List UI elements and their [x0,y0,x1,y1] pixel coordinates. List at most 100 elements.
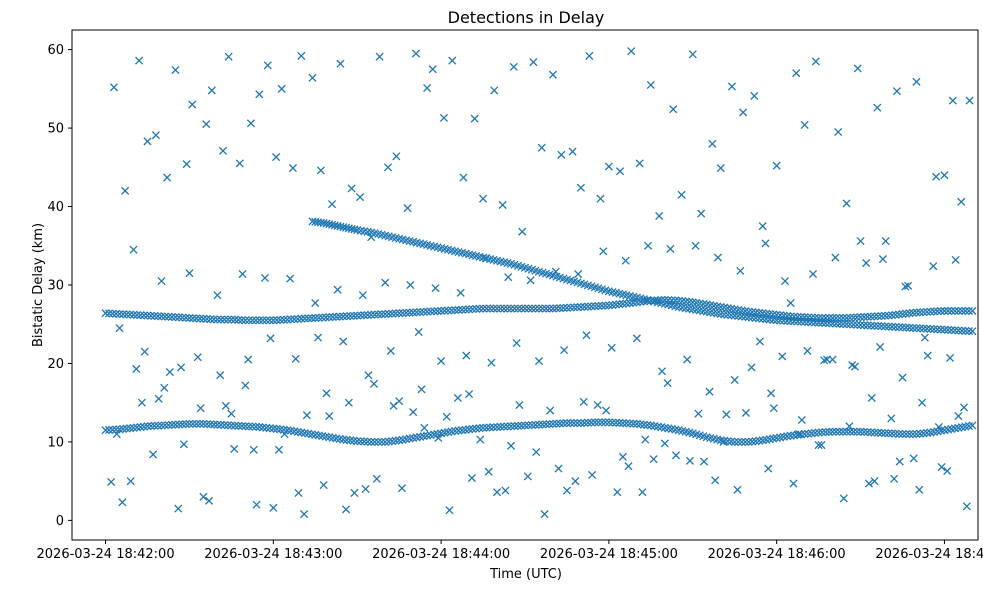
detection-point [828,427,837,436]
detection-point [423,84,432,93]
detection-point [894,429,904,438]
detection-point [319,481,328,490]
detection-point [230,315,239,324]
detection-point [839,313,848,323]
detection-point [737,437,746,446]
detection-point [510,304,519,313]
detection-point [260,273,270,282]
detection-point [933,307,942,316]
detection-point [908,323,918,333]
detection-point [353,437,362,446]
detection-point [358,291,367,300]
detection-point [548,70,558,79]
plot-frame [71,29,979,541]
detection-point [887,429,897,438]
detection-point [442,412,451,421]
detection-point [341,505,351,514]
detection-point [719,437,728,446]
detection-point [104,425,114,435]
detection-point [327,200,337,209]
detection-point [506,441,516,450]
detection-point [965,96,974,105]
detection-point [192,314,201,323]
detection-point [832,427,841,436]
detection-point [601,301,610,310]
detection-point [209,315,218,324]
detection-point [545,304,554,313]
detection-point [922,324,932,333]
detection-point [199,314,208,323]
detection-point [178,313,187,322]
detection-point [641,435,650,444]
detection-point [923,351,932,360]
detection-point [244,422,253,431]
detection-point [587,418,596,427]
detection-point [512,339,521,348]
detection-point [206,420,215,429]
detection-point [548,304,558,313]
detection-point [346,311,355,321]
detection-point [392,152,401,161]
detection-point [349,311,358,320]
detection-point [856,427,865,436]
detection-point [964,306,973,315]
detection-point [915,324,925,333]
detection-point [252,500,261,509]
detection-point [859,312,869,322]
detection-point [853,427,862,436]
detection-point [761,239,770,248]
detection-point [188,100,197,109]
detection-point [430,307,439,316]
detection-point [576,419,585,428]
detection-point [957,326,966,335]
detection-point [504,273,513,282]
detection-point [825,427,834,436]
detection-point [445,506,454,515]
detection-point [741,437,750,446]
detection-point [434,433,443,443]
detection-point [529,58,538,67]
detection-point [891,322,900,332]
detection-point [552,419,561,428]
detection-point [694,409,703,418]
detection-point [272,316,281,325]
detection-point [444,306,453,315]
detection-point [877,428,886,437]
detection-point [863,428,872,437]
detection-point [311,298,320,308]
detection-point [866,312,876,321]
detection-point [178,420,187,429]
detection-point [248,316,257,325]
detection-point [660,295,669,304]
detection-point [789,479,798,488]
detection-point [919,324,928,333]
detection-point [722,410,731,419]
detection-point [314,313,323,322]
detection-point [140,347,149,356]
detection-point [908,430,918,439]
detection-point [461,305,470,314]
detection-point [912,324,921,333]
detection-point [241,381,250,390]
detection-point [157,277,166,286]
detection-point [360,311,369,320]
detection-point [126,477,135,486]
x-tick-label: 2026-03-24 18:45:00 [540,547,678,562]
detection-point [164,420,173,430]
detection-point [856,237,865,246]
detection-point [808,269,818,279]
detection-point [562,486,572,495]
detection-point [933,325,942,334]
detection-point [597,418,606,427]
detection-point [185,313,194,323]
detection-point [207,86,216,95]
detection-point [235,159,244,168]
detection-point [193,353,202,362]
detection-point [302,411,311,420]
detection-point [846,313,855,322]
detection-point [204,496,214,505]
detection-point [160,312,170,321]
detection-point [218,146,228,155]
y-tick-label: 40 [47,200,64,215]
detection-point [151,131,160,140]
